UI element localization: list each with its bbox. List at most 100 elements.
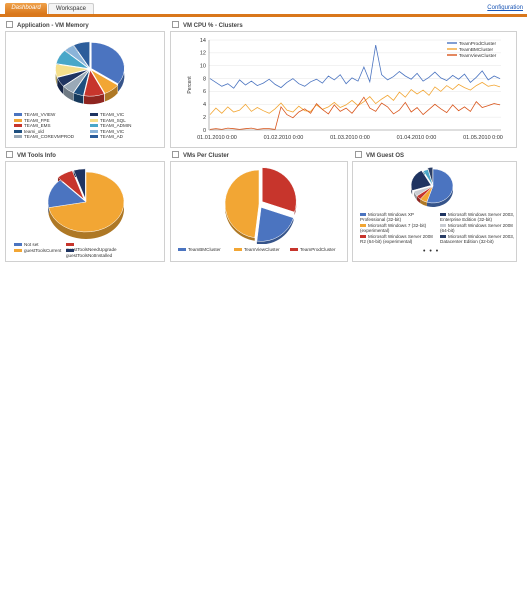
legend-label: teami_old	[24, 128, 44, 134]
pie-slice[interactable]	[73, 41, 90, 69]
guest-os-panel: Microsoft Windows XP Professional (32-bi…	[352, 161, 517, 262]
legend-item: TeamViewCluster	[234, 247, 280, 252]
more-indicator[interactable]: • • •	[423, 248, 440, 255]
legend-swatch	[90, 113, 98, 117]
pie-slice[interactable]	[91, 42, 125, 85]
pie-slice[interactable]	[57, 170, 85, 200]
collapse-icon[interactable]	[355, 151, 362, 158]
legend-swatch	[360, 235, 366, 239]
pie-slice[interactable]	[261, 167, 297, 213]
legend-item: Microsoft Windows XP Professional (32-bi…	[360, 212, 436, 222]
legend-item: TEAMI_EMS	[14, 123, 51, 128]
panel-header-cpu: VM CPU % - Clusters	[172, 21, 243, 31]
tab-workspace[interactable]: Workspace	[48, 3, 94, 14]
legend-label: guestToolsCurrent	[24, 248, 62, 253]
panel-title: Application - VM Memory	[17, 23, 89, 30]
collapse-icon[interactable]	[6, 151, 13, 158]
y-tick-label: 4	[203, 102, 206, 108]
pie-slice[interactable]	[83, 69, 105, 97]
panel-header-vms-per-cluster: VMs Per Cluster	[172, 151, 230, 161]
pie-slice[interactable]	[73, 168, 86, 199]
pie-slice[interactable]	[256, 207, 294, 242]
legend-label: TeamProdCluster	[300, 247, 336, 252]
pie-slice[interactable]	[73, 69, 90, 96]
tab-dashboard[interactable]: Dashboard	[5, 3, 47, 14]
legend-swatch	[14, 113, 22, 117]
y-tick-label: 0	[203, 128, 206, 134]
series-line[interactable]	[209, 96, 501, 130]
pie-slice[interactable]	[64, 44, 90, 69]
legend-item: TEAMI_VIC	[90, 112, 124, 117]
legend-item: Microsoft Windows Server 2003, Datacente…	[440, 234, 516, 244]
legend-item: Microsoft Windows Server 2003, Enterpris…	[440, 212, 516, 222]
legend-item: TEAMI_COREVMPROD	[14, 134, 74, 139]
x-tick-label: 01.04.2010 0:00	[397, 135, 437, 141]
pie-slice[interactable]	[90, 69, 119, 94]
pie-slice[interactable]	[63, 69, 90, 94]
pie-slice[interactable]	[410, 170, 432, 191]
legend-item: TEAMI_VVIEW	[14, 112, 55, 117]
legend-label: TeamBMCluster	[188, 247, 221, 252]
legend-swatch	[14, 129, 22, 133]
vm-tools-panel: Not set guestToolsNeedUpgrade guestToolsCu…	[5, 161, 165, 262]
collapse-icon[interactable]	[172, 151, 179, 158]
legend-item: TEAMI_FPE	[14, 118, 50, 123]
pie-slice[interactable]	[426, 168, 454, 204]
pie-slice[interactable]	[47, 179, 87, 208]
legend-label: TEAMI_ADMIN	[100, 123, 132, 128]
pie-slice-side	[73, 92, 84, 104]
cpu-line-chart: 0 2 4 6 8 10 12 14 Percent 01.01.2010 0:00 01.02.2…	[187, 38, 503, 141]
y-tick-label: 14	[200, 38, 206, 44]
header-divider	[0, 14, 527, 17]
vms-per-cluster-panel: TeamBMCluster TeamViewCluster TeamProdClus…	[170, 161, 348, 262]
pie-slice-side	[105, 85, 118, 102]
pie-slice-side	[63, 86, 74, 101]
legend-item: TEAMI_AD	[90, 134, 123, 139]
legend-item: TeamBMCluster	[178, 247, 221, 252]
panel-header-guest-os: VM Guest OS	[355, 151, 405, 161]
legend-swatch	[90, 135, 98, 139]
pie-slice-side	[57, 77, 64, 95]
collapse-icon[interactable]	[172, 21, 179, 28]
pie-slice[interactable]	[427, 167, 433, 185]
series-line[interactable]	[209, 45, 501, 89]
collapse-icon[interactable]	[6, 21, 13, 28]
legend-item: TeamProdCluster	[290, 247, 336, 252]
legend-item: teami_old	[14, 129, 44, 134]
pie-slice[interactable]	[56, 69, 89, 87]
legend-swatch	[440, 235, 446, 239]
legend-swatch	[360, 213, 366, 217]
vms-per-cluster-pie-chart	[224, 167, 297, 245]
legend-label: TeamViewCluster	[459, 53, 497, 59]
pie-slice[interactable]	[55, 50, 89, 69]
legend-label: TEAMI_COREVMPROD	[24, 134, 75, 139]
legend-swatch	[14, 124, 22, 128]
pie-slice[interactable]	[224, 169, 260, 239]
legend-item: Microsoft Windows 7 (32-bit) (experiment…	[360, 223, 436, 233]
legend-swatch	[290, 248, 298, 252]
legend-item: guestToolsNeedUpgrade	[66, 242, 117, 252]
legend-swatch	[234, 248, 242, 252]
series-line[interactable]	[209, 81, 501, 115]
legend-swatch	[90, 129, 98, 133]
pie-slice-side	[256, 217, 294, 245]
pie-slice-side	[413, 191, 417, 200]
legend-label: guestToolsNotInstalled	[66, 253, 113, 258]
pie-slice[interactable]	[413, 185, 434, 197]
legend-item: Microsoft Windows Server 2008 (64-bit)	[440, 223, 516, 233]
legend-item: TEAMI_SQL	[90, 118, 126, 123]
legend-swatch	[66, 249, 74, 253]
pie-slice[interactable]	[55, 63, 89, 78]
legend-label: TEAMI_EMS	[24, 123, 51, 128]
panel-title: VM Guest OS	[366, 153, 405, 160]
panel-title: VMs Per Cluster	[183, 153, 230, 160]
legend-item: Microsoft Windows Server 2008 R2 (64-bit…	[360, 234, 436, 244]
guest-os-pie-chart	[410, 167, 454, 207]
legend-label: TEAMI_VIC	[100, 128, 125, 134]
legend-swatch	[178, 248, 186, 252]
pie-slice-side	[416, 195, 421, 204]
vm-memory-panel: TEAMI_VVIEW TEAMI_VIC TEAMI_FPE TEAMI_SQL TE…	[5, 31, 165, 148]
configuration-link[interactable]: Configuration	[487, 5, 523, 11]
legend-label: Microsoft Windows 7 (32-bit) (experiment…	[360, 223, 427, 233]
y-axis-label: Percent	[187, 76, 193, 94]
